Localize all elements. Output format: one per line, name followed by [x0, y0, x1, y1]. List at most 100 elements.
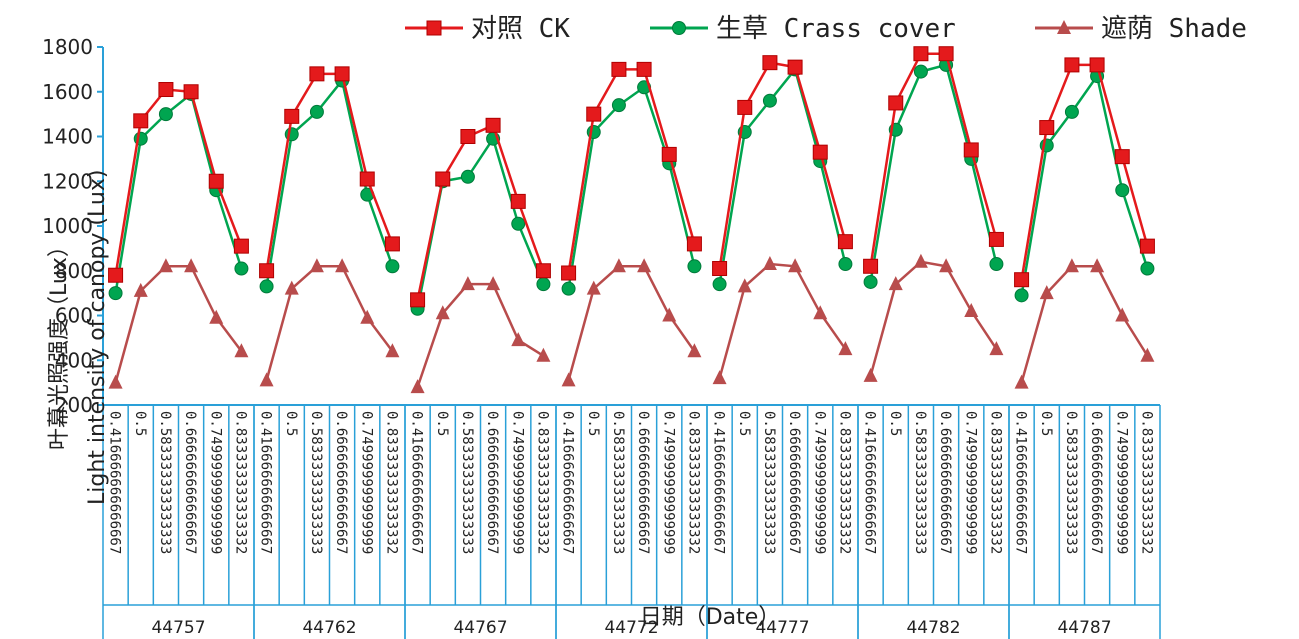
series-line-segment: [114, 88, 243, 276]
data-point: [888, 95, 904, 111]
x-group-label: 44757: [151, 618, 205, 638]
x-group-label: 44777: [755, 618, 809, 638]
x-group-label: 44767: [453, 618, 507, 638]
x-category-label: 0.749999999999999: [660, 411, 676, 554]
x-category-label: 0.666666666666667: [786, 411, 802, 554]
data-point: [1140, 347, 1155, 362]
data-point: [662, 307, 677, 322]
data-point: [863, 367, 878, 382]
series-layer: [108, 46, 1155, 394]
series-0: [108, 46, 1155, 308]
data-point: [485, 117, 501, 133]
x-category-label: 0.583333333333333: [610, 411, 626, 554]
data-point: [963, 142, 979, 158]
data-point: [460, 129, 476, 144]
series-line-segment: [1020, 265, 1149, 383]
data-point: [536, 347, 551, 362]
data-point: [712, 370, 727, 385]
data-point: [586, 280, 601, 295]
data-point: [511, 216, 526, 231]
x-category-label: 0.416666666666667: [258, 411, 274, 554]
legend-label: 生草 Crass cover: [716, 14, 956, 44]
legend-item-1: 生草 Crass cover: [650, 14, 956, 44]
data-point: [611, 61, 627, 77]
data-point: [108, 267, 124, 283]
data-point: [158, 258, 173, 273]
data-point: [385, 343, 400, 358]
x-category-label: 0.583333333333333: [157, 411, 173, 554]
x-category-label: 0.5: [283, 411, 299, 436]
data-point: [460, 276, 475, 291]
x-category-label: 0.583333333333333: [459, 411, 475, 554]
data-point: [435, 171, 451, 187]
x-category-label: 0.5: [585, 411, 601, 436]
data-point: [1039, 120, 1055, 136]
data-point: [1089, 57, 1105, 73]
series-line-segment: [265, 72, 394, 271]
legend-marker: [426, 20, 442, 36]
data-point: [686, 236, 702, 252]
data-point: [1064, 104, 1079, 119]
data-point: [259, 279, 274, 294]
data-point: [359, 171, 375, 187]
data-point: [989, 257, 1004, 272]
data-point: [762, 55, 778, 71]
data-point: [611, 258, 626, 273]
data-point: [913, 64, 928, 79]
x-category-label: 0.749999999999999: [358, 411, 374, 554]
data-point: [712, 277, 727, 292]
data-point: [762, 256, 777, 271]
data-point: [1115, 183, 1130, 198]
series-line-segment: [416, 282, 545, 388]
y-tick-label: 1800: [42, 35, 93, 59]
data-point: [385, 259, 400, 274]
x-category-label: 0.833333333333332: [685, 411, 701, 554]
data-point: [762, 93, 777, 108]
data-point: [1064, 258, 1079, 273]
data-point: [234, 261, 249, 276]
x-category-label: 0.583333333333333: [761, 411, 777, 554]
x-axis-title: 日期（Date）: [640, 605, 781, 630]
x-group-label: 44762: [302, 618, 356, 638]
x-category-label: 0.5: [887, 411, 903, 436]
series-line-segment: [1020, 63, 1149, 280]
y-tick-label: 1400: [42, 125, 93, 149]
series-line-segment: [567, 85, 696, 289]
data-point: [1090, 258, 1105, 273]
data-point: [410, 292, 426, 308]
y-tick-label: 1000: [42, 214, 93, 238]
legend-label: 遮荫 Shade: [1101, 14, 1247, 44]
data-point: [309, 104, 324, 119]
data-point: [788, 258, 803, 273]
data-point: [511, 332, 526, 347]
series-line-segment: [416, 123, 545, 301]
legend-marker: [1057, 20, 1071, 34]
x-category-label: 0.666666666666667: [182, 411, 198, 554]
data-point: [384, 236, 400, 252]
data-point: [1139, 238, 1155, 254]
x-category-label: 0.833333333333332: [383, 411, 399, 554]
data-point: [435, 305, 450, 320]
data-point: [561, 372, 576, 387]
y-tick-label: 800: [55, 259, 93, 283]
data-point: [460, 169, 475, 184]
data-point: [838, 257, 853, 272]
x-category-label: 0.666666666666667: [1088, 411, 1104, 554]
x-category-label: 0.5: [736, 411, 752, 436]
data-point: [486, 276, 501, 291]
data-point: [334, 66, 350, 82]
x-category-label: 0.583333333333333: [912, 411, 928, 554]
y-tick-label: 1200: [42, 169, 93, 193]
x-category-label: 0.416666666666667: [711, 411, 727, 554]
data-point: [133, 282, 148, 297]
y-axis: 200 400 600 800 1000 1200 1400 1600 1800: [42, 35, 104, 417]
data-point: [989, 341, 1004, 356]
x-category-label: 0.666666666666667: [635, 411, 651, 554]
data-point: [284, 108, 300, 124]
legend-label: 对照 CK: [471, 14, 570, 44]
y-tick-label: 400: [55, 348, 93, 372]
data-point: [209, 309, 224, 324]
series-line-segment: [567, 68, 696, 274]
data-point: [108, 286, 123, 301]
data-point: [536, 277, 551, 292]
